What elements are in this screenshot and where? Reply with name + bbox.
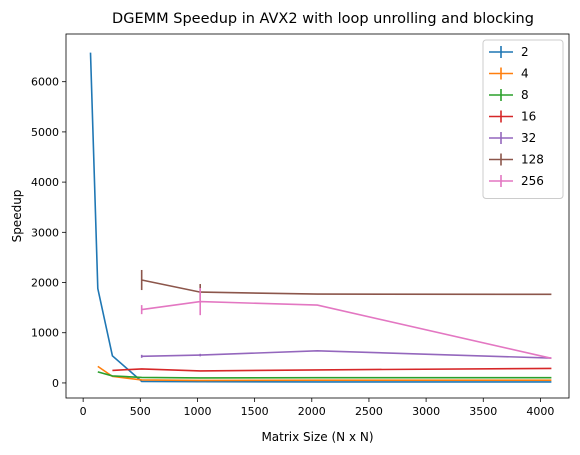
- legend-label: 8: [521, 88, 529, 102]
- series-line-8: [97, 371, 552, 379]
- legend-label: 2: [521, 45, 529, 59]
- series-line-256: [141, 300, 552, 360]
- legend-item: 8: [489, 88, 529, 102]
- x-tick-label: 4000: [526, 405, 554, 418]
- y-axis-label: Speedup: [10, 190, 24, 243]
- legend-item: 128: [489, 153, 544, 167]
- y-tick-label: 6000: [31, 76, 59, 89]
- series-layer: [89, 52, 552, 383]
- legend-item: 16: [489, 110, 536, 124]
- x-tick-label: 2500: [355, 405, 383, 418]
- legend-label: 16: [521, 110, 536, 124]
- plot-frame: [65, 33, 570, 399]
- legend-label: 128: [521, 153, 544, 167]
- series-line-128: [141, 279, 552, 296]
- legend-item: 2: [489, 45, 529, 59]
- x-tick-label: 3000: [412, 405, 440, 418]
- x-axis-label: Matrix Size (N x N): [261, 430, 373, 444]
- legend-label: 32: [521, 131, 536, 145]
- x-tick-label: 500: [130, 405, 151, 418]
- legend-item: 32: [489, 131, 536, 145]
- x-tick-label: 2000: [298, 405, 326, 418]
- series-32: [140, 349, 552, 359]
- legend-label: 4: [521, 67, 529, 81]
- series-8: [97, 371, 552, 379]
- y-tick-label: 0: [52, 377, 59, 390]
- y-tick-label: 4000: [31, 176, 59, 189]
- legend: 2 4 8 16 32 128 256: [482, 39, 564, 199]
- y-tick-label: 3000: [31, 226, 59, 239]
- x-tick-label: 1000: [183, 405, 211, 418]
- series-line-32: [141, 349, 552, 359]
- legend-item: 256: [489, 174, 544, 188]
- y-tick-label: 2000: [31, 277, 59, 290]
- tick-layer: 0 500 1000 1500 2000 2500 3000 3500 4000 0 1000 200…: [31, 76, 554, 418]
- series-line-2: [89, 52, 552, 383]
- chart-title: DGEMM Speedup in AVX2 with loop unrollin…: [112, 11, 534, 27]
- series-line-16: [112, 367, 552, 372]
- series-16: [112, 367, 552, 372]
- x-tick-label: 1500: [241, 405, 269, 418]
- legend-label: 256: [521, 174, 544, 188]
- series-2: [89, 52, 552, 383]
- x-tick-label: 0: [80, 405, 87, 418]
- series-256: [140, 288, 552, 360]
- y-tick-label: 1000: [31, 327, 59, 340]
- x-tick-label: 3500: [469, 405, 497, 418]
- legend-item: 4: [489, 67, 529, 81]
- y-tick-label: 5000: [31, 126, 59, 139]
